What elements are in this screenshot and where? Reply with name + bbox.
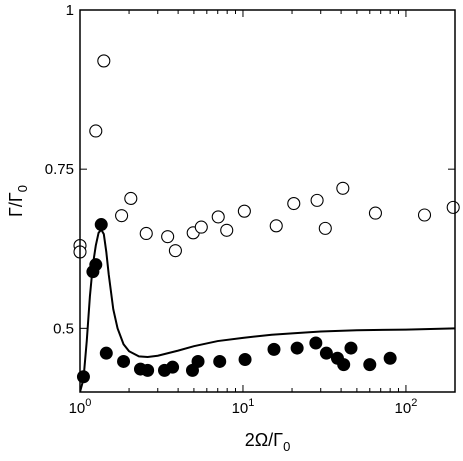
filled-circle-point: [238, 353, 252, 367]
open-circle-point: [139, 226, 153, 241]
open-circle-point: [115, 209, 129, 223]
filled-circle-point: [383, 351, 397, 365]
x-axis-label-main: 2Ω/Γ: [245, 430, 283, 450]
y-tick-label: 0.75: [45, 161, 74, 178]
y-tick-label: 0.5: [53, 320, 74, 337]
filled-circle-point: [363, 358, 377, 372]
open-circle-point: [269, 219, 283, 233]
filled-circle-point: [290, 341, 304, 355]
filled-circle-point: [141, 363, 155, 377]
x-tick-label-base: 10: [232, 400, 249, 417]
x-tick-label-base: 10: [395, 400, 412, 417]
open-circle-point: [336, 181, 350, 195]
x-tick-label-exponent: 0: [85, 397, 91, 409]
plot-area: [73, 54, 460, 392]
x-tick-label: 101: [232, 397, 255, 417]
open-circle-point: [194, 220, 208, 234]
filled-circle-point: [309, 336, 323, 350]
open-circle-point: [220, 223, 234, 237]
x-tick-label-exponent: 2: [411, 397, 417, 409]
y-axis-label-main: Γ/Γ: [6, 192, 26, 217]
filled-circle-point: [344, 341, 358, 355]
x-axis-label: 2Ω/Γ0: [245, 430, 291, 454]
model-curve-series: [80, 227, 455, 392]
filled-circle-point: [213, 354, 227, 368]
open-circle-point: [168, 244, 182, 258]
open-circle-series: [73, 54, 460, 259]
open-circle-point: [211, 210, 225, 224]
plot-frame: [79, 9, 456, 393]
filled-circle-series: [76, 218, 397, 384]
y-tick-label: 1: [66, 2, 74, 19]
filled-circle-point: [337, 358, 351, 372]
open-circle-point: [368, 206, 383, 220]
x-axis-label-subscript: 0: [283, 439, 290, 454]
open-circle-point: [446, 200, 460, 214]
open-circle-point: [310, 193, 324, 207]
model-curve-line: [80, 227, 455, 392]
filled-circle-point: [117, 354, 131, 368]
filled-circle-point: [319, 346, 333, 360]
filled-circle-point: [99, 346, 113, 360]
filled-circle-point: [166, 360, 180, 374]
open-circle-point: [318, 221, 332, 235]
x-tick-label: 100: [69, 397, 92, 417]
open-circle-point: [287, 196, 301, 211]
open-circle-point: [161, 230, 175, 244]
filled-circle-point: [267, 342, 281, 356]
x-tick-label-exponent: 1: [248, 397, 254, 409]
open-circle-point: [97, 54, 111, 68]
open-circle-point: [417, 208, 432, 222]
y-axis-label: Γ/Γ0: [6, 185, 30, 217]
open-circle-point: [124, 191, 138, 206]
x-tick-label: 102: [395, 397, 418, 417]
open-circle-point: [237, 204, 251, 218]
open-circle-point: [89, 124, 103, 138]
filled-circle-point: [191, 354, 205, 368]
y-axis-label-subscript: 0: [15, 185, 30, 192]
x-tick-label-base: 10: [69, 400, 86, 417]
